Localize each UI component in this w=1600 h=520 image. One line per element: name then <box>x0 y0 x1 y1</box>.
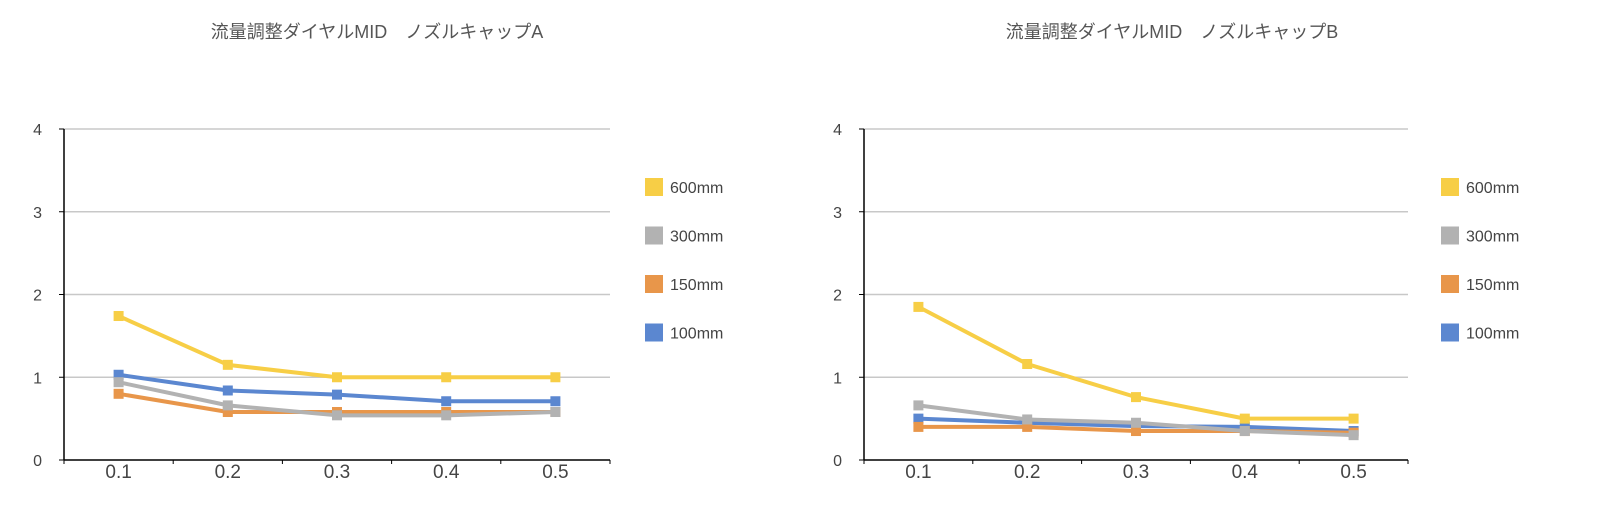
data-point <box>1348 413 1359 424</box>
x-tick-label: 0.2 <box>215 462 241 483</box>
data-point <box>113 388 124 399</box>
chart-title: 流量調整ダイヤルMID ノズルキャップB <box>1006 22 1338 42</box>
data-point <box>441 372 452 383</box>
legend-swatch <box>1441 275 1459 293</box>
y-tick-label: 1 <box>833 370 842 387</box>
data-point <box>441 410 452 421</box>
y-tick-label: 1 <box>33 370 42 387</box>
data-point <box>222 407 233 418</box>
data-point <box>1131 426 1141 437</box>
data-point <box>332 410 342 421</box>
data-point <box>1131 417 1141 428</box>
legend-swatch <box>645 226 663 245</box>
legend-label: 600mm <box>670 180 723 197</box>
legend-label: 300mm <box>670 229 723 246</box>
chart-a: 流量調整ダイヤルMID ノズルキャップA 0 1 2 3 4 0.1 0.2 0.3 0.4 0.5… <box>33 22 723 483</box>
data-point <box>1131 392 1141 403</box>
data-point <box>1022 359 1033 370</box>
series-line <box>117 314 556 380</box>
data-point <box>550 407 561 418</box>
data-point <box>550 396 561 407</box>
legend-label: 150mm <box>670 277 723 294</box>
y-tick-label: 2 <box>833 288 842 305</box>
y-tick-label: 4 <box>33 122 42 139</box>
legend-label: 300mm <box>1466 229 1519 246</box>
x-tick-label: 0.3 <box>324 462 350 483</box>
data-point <box>113 377 124 388</box>
data-point <box>113 369 124 380</box>
legend-swatch <box>1441 226 1459 245</box>
legend-label: 100mm <box>670 326 723 343</box>
data-point <box>222 400 233 411</box>
data-point <box>913 421 924 432</box>
chart-b: 流量調整ダイヤルMID ノズルキャップB 0 1 2 3 4 0.1 0.2 0.3 0.4 0.5… <box>833 22 1519 483</box>
y-tick-label: 3 <box>33 205 42 222</box>
chart-title: 流量調整ダイヤルMID ノズルキャップA <box>211 22 543 42</box>
y-tick-label: 0 <box>833 453 842 470</box>
data-point <box>1348 430 1359 441</box>
legend-label: 600mm <box>1466 180 1519 197</box>
data-point <box>332 389 342 400</box>
series-600mm <box>913 301 1359 424</box>
data-point <box>332 372 342 383</box>
data-point <box>222 385 233 396</box>
data-point <box>1239 413 1250 424</box>
y-tick-label: 3 <box>833 205 842 222</box>
data-point <box>222 359 233 370</box>
x-tick-label: 0.3 <box>1123 462 1149 483</box>
series-600mm <box>113 311 561 383</box>
x-tick-label: 0.1 <box>905 462 931 483</box>
data-point <box>913 301 924 312</box>
x-tick-label: 0.2 <box>1014 462 1040 483</box>
x-tick-label: 0.4 <box>433 462 460 483</box>
x-tick-label: 0.5 <box>542 462 568 483</box>
data-point <box>913 413 924 424</box>
x-tick-label: 0.5 <box>1340 462 1366 483</box>
data-point <box>1022 414 1033 425</box>
series-300mm <box>113 377 561 421</box>
data-point <box>550 372 561 383</box>
x-tick-label: 0.4 <box>1232 462 1259 483</box>
data-point <box>113 311 124 322</box>
legend-label: 150mm <box>1466 277 1519 294</box>
x-tick-label: 0.1 <box>105 462 131 483</box>
legend-swatch <box>1441 178 1459 196</box>
legend-swatch <box>645 178 663 196</box>
data-point <box>1239 426 1250 437</box>
legend-swatch <box>645 275 663 293</box>
legend-swatch <box>1441 323 1459 342</box>
series-100mm <box>113 369 561 407</box>
y-tick-label: 0 <box>33 453 42 470</box>
legend-label: 100mm <box>1466 326 1519 343</box>
y-tick-label: 2 <box>33 288 42 305</box>
legend-swatch <box>645 323 663 342</box>
data-point <box>1022 421 1033 432</box>
series-300mm <box>913 400 1359 441</box>
y-tick-label: 4 <box>833 122 842 139</box>
data-point <box>913 400 924 411</box>
data-point <box>441 396 452 407</box>
